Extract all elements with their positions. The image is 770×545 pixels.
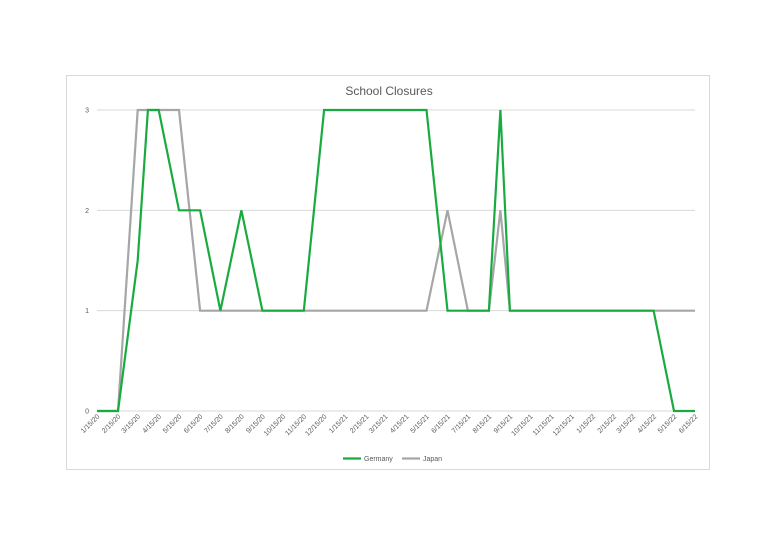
x-tick-label: 5/15/21 <box>409 413 431 435</box>
x-tick-label: 3/15/21 <box>368 413 390 435</box>
x-tick-label: 4/15/21 <box>389 413 411 435</box>
chart-title: School Closures <box>345 84 432 98</box>
x-tick-label: 7/15/20 <box>203 413 225 435</box>
y-axis-ticks: 0 1 2 3 <box>85 108 89 416</box>
x-tick-label: 2/15/22 <box>597 413 619 435</box>
y-tick-label: 2 <box>85 208 89 215</box>
x-tick-label: 8/15/21 <box>472 413 494 435</box>
x-tick-label: 6/15/20 <box>183 413 205 435</box>
x-tick-label: 5/15/20 <box>162 413 184 435</box>
legend-label-japan: Japan <box>423 456 442 463</box>
x-tick-label: 1/15/22 <box>576 413 598 435</box>
x-tick-label: 6/15/22 <box>678 413 700 435</box>
series-lines <box>97 108 695 413</box>
y-tick-label: 0 <box>85 409 89 416</box>
x-tick-label: 5/15/22 <box>657 413 679 435</box>
x-tick-label: 10/15/21 <box>510 413 534 437</box>
x-tick-label: 7/15/21 <box>451 413 473 435</box>
x-tick-label: 1/15/21 <box>328 413 350 435</box>
x-tick-label: 12/15/21 <box>552 413 576 437</box>
x-tick-label: 4/15/20 <box>142 413 164 435</box>
series-line-japan <box>97 108 695 413</box>
x-tick-label: 10/15/20 <box>263 413 287 437</box>
x-tick-label: 2/15/21 <box>349 413 371 435</box>
gridlines <box>97 109 695 412</box>
x-tick-label: 1/15/20 <box>80 413 102 435</box>
series-line-germany <box>97 108 695 413</box>
x-axis-ticks: 1/15/20 2/15/203/15/20 4/15/205/15/20 6/15/… <box>80 413 700 437</box>
legend-label-germany: Germany <box>364 456 393 463</box>
x-tick-label: 2/15/20 <box>101 413 123 435</box>
x-tick-label: 6/15/21 <box>430 413 452 435</box>
legend: Germany Japan <box>343 456 442 463</box>
x-tick-label: 3/15/20 <box>121 413 143 435</box>
y-tick-label: 1 <box>85 308 89 315</box>
x-tick-label: 8/15/20 <box>224 413 246 435</box>
y-tick-label: 3 <box>85 108 89 115</box>
x-tick-label: 4/15/22 <box>637 413 659 435</box>
x-tick-label: 12/15/20 <box>304 413 328 437</box>
x-tick-label: 3/15/22 <box>616 413 638 435</box>
